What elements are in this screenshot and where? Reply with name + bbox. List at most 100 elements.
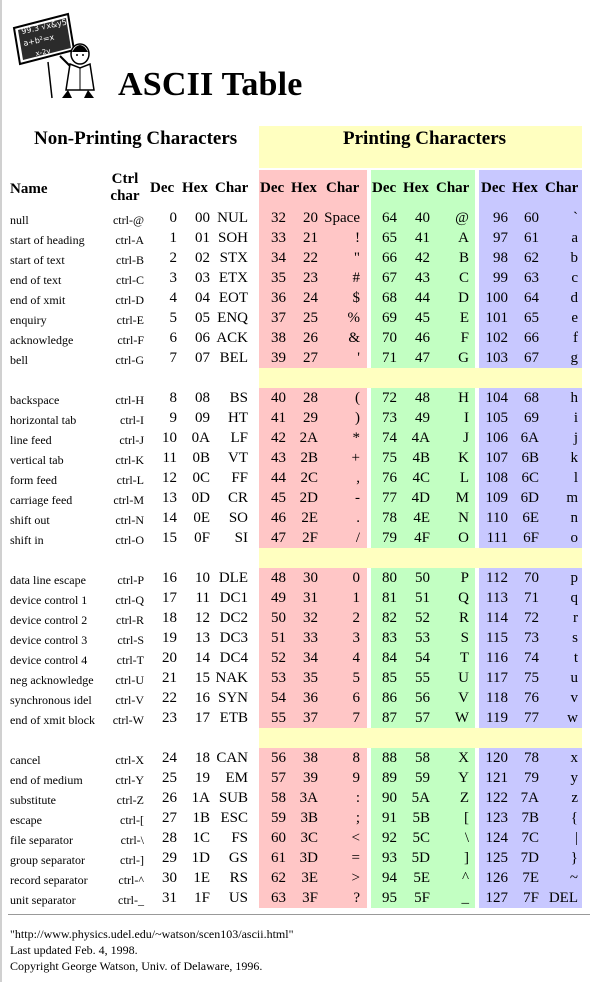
cell-hex: 6E <box>522 510 539 526</box>
cell-name: neg acknowledge <box>10 673 94 687</box>
cell-char: 7 <box>352 710 361 726</box>
footer-updated: Last updated Feb. 4, 1998. <box>10 943 138 957</box>
cell-char: H <box>458 390 469 406</box>
cell-hex: 3A <box>299 790 318 806</box>
cell-char: $ <box>352 290 361 306</box>
cell-char: B <box>458 250 469 266</box>
cell-hex: 26 <box>303 330 318 346</box>
cell-hex: 6D <box>520 490 539 506</box>
group-separator-band <box>259 368 582 388</box>
cell-char: NAK <box>215 670 249 686</box>
cell-hex: 5F <box>414 890 430 906</box>
cell-char: ( <box>355 390 360 406</box>
cell-char: | <box>574 830 578 846</box>
col-header-hex: Hex <box>291 180 317 196</box>
cell-char: : <box>355 790 360 806</box>
cell-dec: 74 <box>382 430 397 446</box>
cell-ctrl: ctrl-U <box>115 673 144 687</box>
cell-hex: 02 <box>195 250 210 266</box>
cell-ctrl: ctrl-W <box>112 713 144 727</box>
cell-hex: 2A <box>299 430 318 446</box>
cell-hex: 5B <box>412 810 430 826</box>
cell-hex: 12 <box>195 610 210 626</box>
cell-char: 9 <box>352 770 361 786</box>
cell-dec: 22 <box>162 690 177 706</box>
cell-dec: 64 <box>382 210 397 226</box>
cell-char: RS <box>229 870 248 886</box>
cell-dec: 27 <box>162 810 177 826</box>
cell-hex: 55 <box>415 670 430 686</box>
cell-dec: 58 <box>271 790 286 806</box>
cell-char: p <box>570 570 579 586</box>
cell-dec: 95 <box>382 890 397 906</box>
cell-dec: 29 <box>162 850 177 866</box>
cell-dec: 28 <box>162 830 177 846</box>
cell-char: U <box>458 670 469 686</box>
cell-char: 8 <box>352 750 361 766</box>
cell-char: VT <box>228 450 248 466</box>
cell-dec: 97 <box>493 230 508 246</box>
cell-char: HT <box>228 410 248 426</box>
cell-name: device control 3 <box>10 633 88 647</box>
cell-dec: 7 <box>169 350 178 366</box>
cell-char: y <box>570 770 579 786</box>
cell-dec: 15 <box>162 530 177 546</box>
cell-char: x <box>570 750 579 766</box>
cell-hex: 09 <box>195 410 210 426</box>
cell-hex: 2B <box>300 450 318 466</box>
cell-hex: 28 <box>303 390 318 406</box>
cell-ctrl: ctrl-^ <box>118 873 144 887</box>
cell-char: D <box>458 290 469 306</box>
cell-dec: 66 <box>382 250 397 266</box>
cell-char: g <box>570 350 579 366</box>
cell-dec: 47 <box>271 530 286 546</box>
cell-hex: 5E <box>413 870 430 886</box>
cell-char: > <box>351 870 360 886</box>
cell-hex: 31 <box>303 590 318 606</box>
cell-dec: 119 <box>486 710 508 726</box>
cell-hex: 1A <box>191 790 210 806</box>
col-header-dec: Dec <box>260 180 285 196</box>
cell-ctrl: ctrl-\ <box>120 833 144 847</box>
cell-hex: 4E <box>413 510 430 526</box>
cell-char: % <box>347 310 361 326</box>
cell-hex: 48 <box>415 390 430 406</box>
cell-dec: 108 <box>485 470 509 486</box>
cell-ctrl: ctrl-S <box>117 633 144 647</box>
cell-dec: 37 <box>271 310 286 326</box>
cell-name: horizontal tab <box>10 413 77 427</box>
cell-char: T <box>459 650 469 666</box>
left-border <box>0 0 2 982</box>
cell-hex: 6F <box>523 530 539 546</box>
cell-hex: 50 <box>415 570 430 586</box>
cell-hex: 20 <box>303 210 318 226</box>
cell-dec: 83 <box>382 630 397 646</box>
col-header-name: Name <box>10 181 48 197</box>
cell-char: l <box>573 470 578 486</box>
cell-dec: 10 <box>162 430 177 446</box>
cell-name: form feed <box>10 473 57 487</box>
cell-dec: 39 <box>271 350 286 366</box>
cell-hex: 0B <box>192 450 210 466</box>
cell-hex: 4C <box>412 470 430 486</box>
cell-dec: 50 <box>271 610 286 626</box>
cell-name: substitute <box>10 793 57 807</box>
cell-dec: 43 <box>271 450 286 466</box>
cell-hex: 41 <box>415 230 430 246</box>
cell-char: e <box>571 310 578 326</box>
cell-dec: 52 <box>271 650 286 666</box>
cell-dec: 9 <box>169 410 178 426</box>
cell-dec: 71 <box>382 350 397 366</box>
cell-hex: 3D <box>299 850 318 866</box>
professor-chalkboard-logo: 99.3 √x&y5 a+b²=x x-2y <box>12 12 95 99</box>
cell-hex: 74 <box>524 650 539 666</box>
cell-hex: 70 <box>524 570 539 586</box>
cell-dec: 65 <box>382 230 397 246</box>
cell-hex: 68 <box>524 390 539 406</box>
cell-name: end of xmit <box>10 293 66 307</box>
cell-char: W <box>454 710 469 726</box>
cell-hex: 46 <box>415 330 430 346</box>
cell-hex: 15 <box>195 670 210 686</box>
cell-dec: 31 <box>162 890 177 906</box>
cell-name: group separator <box>10 853 85 867</box>
